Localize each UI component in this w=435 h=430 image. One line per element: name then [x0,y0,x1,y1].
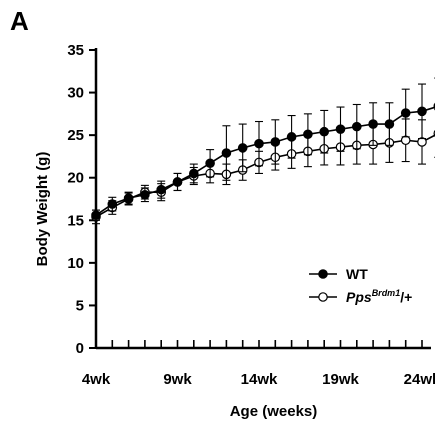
x-tick-label: 24wk [404,371,435,388]
data-point [123,193,134,203]
x-tick-label: 19wk [322,371,359,388]
legend-label-pps: PpsBrdm1/+ [346,288,412,305]
legend-label-pps-super: Brdm1 [372,288,401,298]
series-layer [91,77,435,225]
data-point [351,121,362,132]
legend: WT PpsBrdm1/+ [309,266,412,305]
x-tick-label: 9wk [163,371,192,388]
data-point [368,119,378,129]
data-point [286,132,297,142]
data-point [107,199,118,209]
data-point [156,184,166,195]
panel-label: A [10,6,29,36]
x-axis-title: Age (weeks) [230,403,318,420]
data-point [319,126,329,137]
legend-label-pps-suffix: /+ [400,289,412,305]
data-point [237,143,248,153]
data-point [400,108,411,118]
x-axis-ticks: 4wk 9wk 14wk 19wk 24wk [82,340,435,388]
series-line [95,134,435,218]
data-point [91,210,101,220]
data-point [205,158,215,169]
y-tick-label: 5 [76,297,84,314]
data-point [335,124,346,134]
y-tick-label: 30 [67,85,84,102]
y-axis-title: Body Weight (g) [34,152,51,267]
legend-marker-pps [318,292,328,302]
data-point [270,137,281,147]
x-tick-label: 4wk [82,371,111,388]
y-axis-ticks: 0 5 10 15 20 25 30 35 [67,42,96,357]
y-tick-label: 35 [67,42,84,59]
data-point [384,119,395,129]
legend-marker-wt [318,269,328,279]
x-tick-label: 14wk [241,371,278,388]
legend-label-pps-main: Pps [346,289,372,305]
data-point [189,168,199,179]
data-point [221,148,232,158]
data-point [303,129,313,140]
y-tick-label: 15 [67,212,84,229]
series-0 [91,77,435,221]
series-1 [91,109,435,225]
data-point [172,177,183,187]
y-tick-label: 0 [76,340,84,357]
legend-label-wt: WT [346,266,368,282]
data-point [140,189,150,200]
y-tick-label: 25 [67,127,84,144]
data-point [417,106,427,117]
y-tick-label: 10 [67,255,84,272]
data-point [254,138,264,149]
y-tick-label: 20 [67,170,84,187]
